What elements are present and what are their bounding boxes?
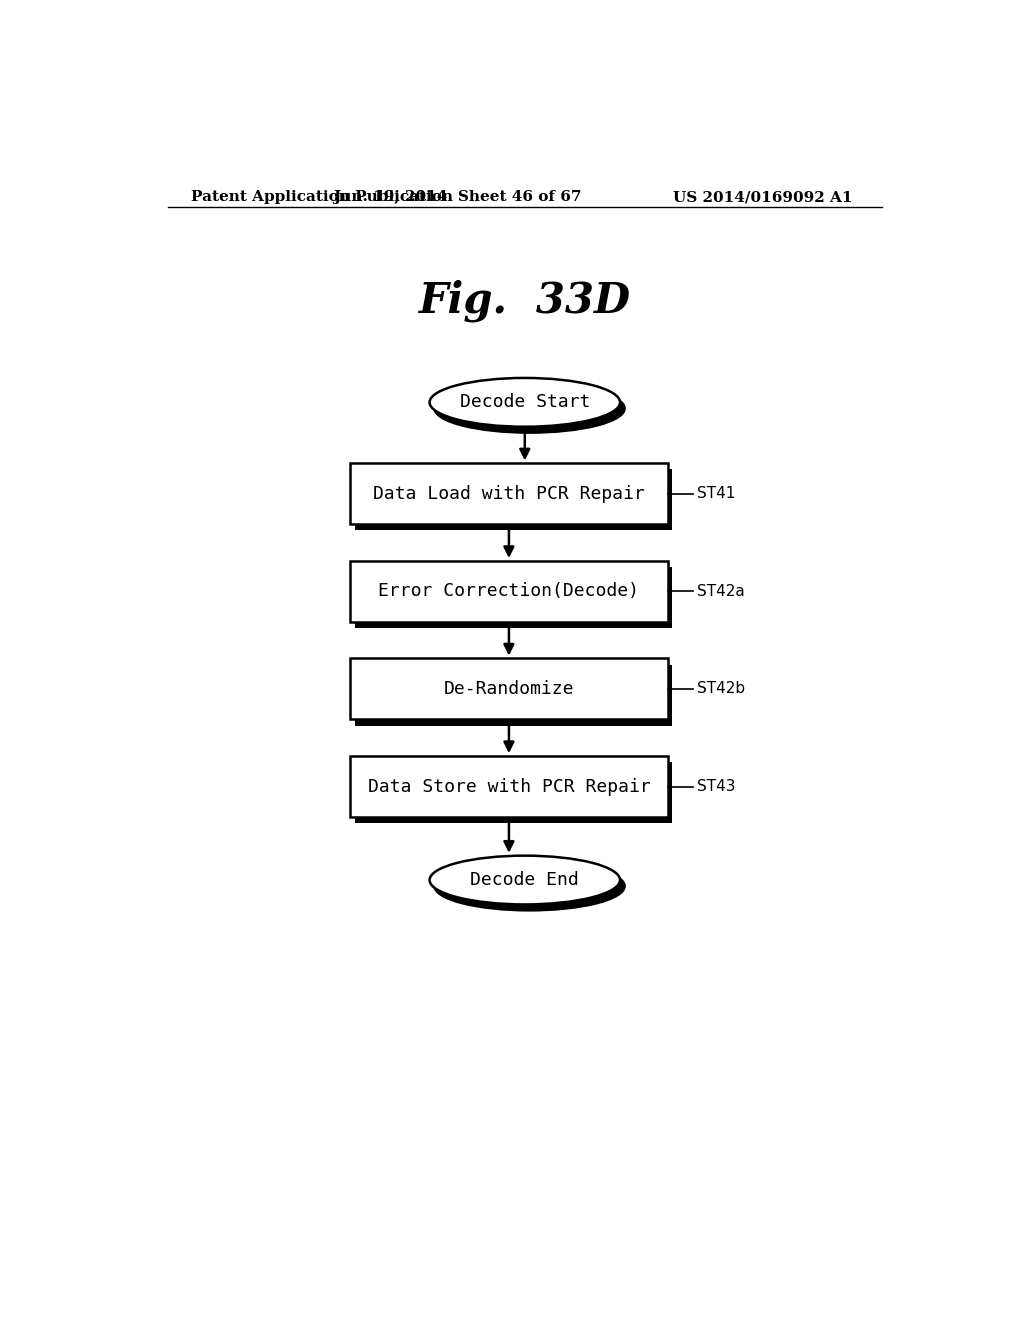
Bar: [350, 561, 668, 622]
Text: Decode Start: Decode Start: [460, 393, 590, 412]
Text: Error Correction(Decode): Error Correction(Decode): [379, 582, 639, 601]
Bar: [350, 756, 668, 817]
Bar: [355, 470, 673, 531]
Text: ST43: ST43: [697, 779, 735, 795]
Text: Data Load with PCR Repair: Data Load with PCR Repair: [373, 484, 645, 503]
Ellipse shape: [430, 378, 620, 426]
Text: ST42a: ST42a: [697, 583, 744, 599]
Bar: [350, 659, 668, 719]
Text: Data Store with PCR Repair: Data Store with PCR Repair: [368, 777, 650, 796]
Bar: [355, 568, 673, 628]
Text: ST41: ST41: [697, 486, 735, 502]
Bar: [355, 664, 673, 726]
Bar: [350, 463, 668, 524]
Ellipse shape: [434, 384, 625, 433]
Text: ST42b: ST42b: [697, 681, 745, 697]
Text: Fig.  33D: Fig. 33D: [419, 280, 631, 322]
Ellipse shape: [430, 855, 620, 904]
Ellipse shape: [434, 862, 625, 911]
Text: Decode End: Decode End: [470, 871, 580, 890]
Text: De-Randomize: De-Randomize: [443, 680, 574, 698]
Bar: [355, 762, 673, 824]
Text: Jun. 19, 2014  Sheet 46 of 67: Jun. 19, 2014 Sheet 46 of 67: [333, 190, 582, 205]
Text: Patent Application Publication: Patent Application Publication: [191, 190, 454, 205]
Text: US 2014/0169092 A1: US 2014/0169092 A1: [673, 190, 853, 205]
